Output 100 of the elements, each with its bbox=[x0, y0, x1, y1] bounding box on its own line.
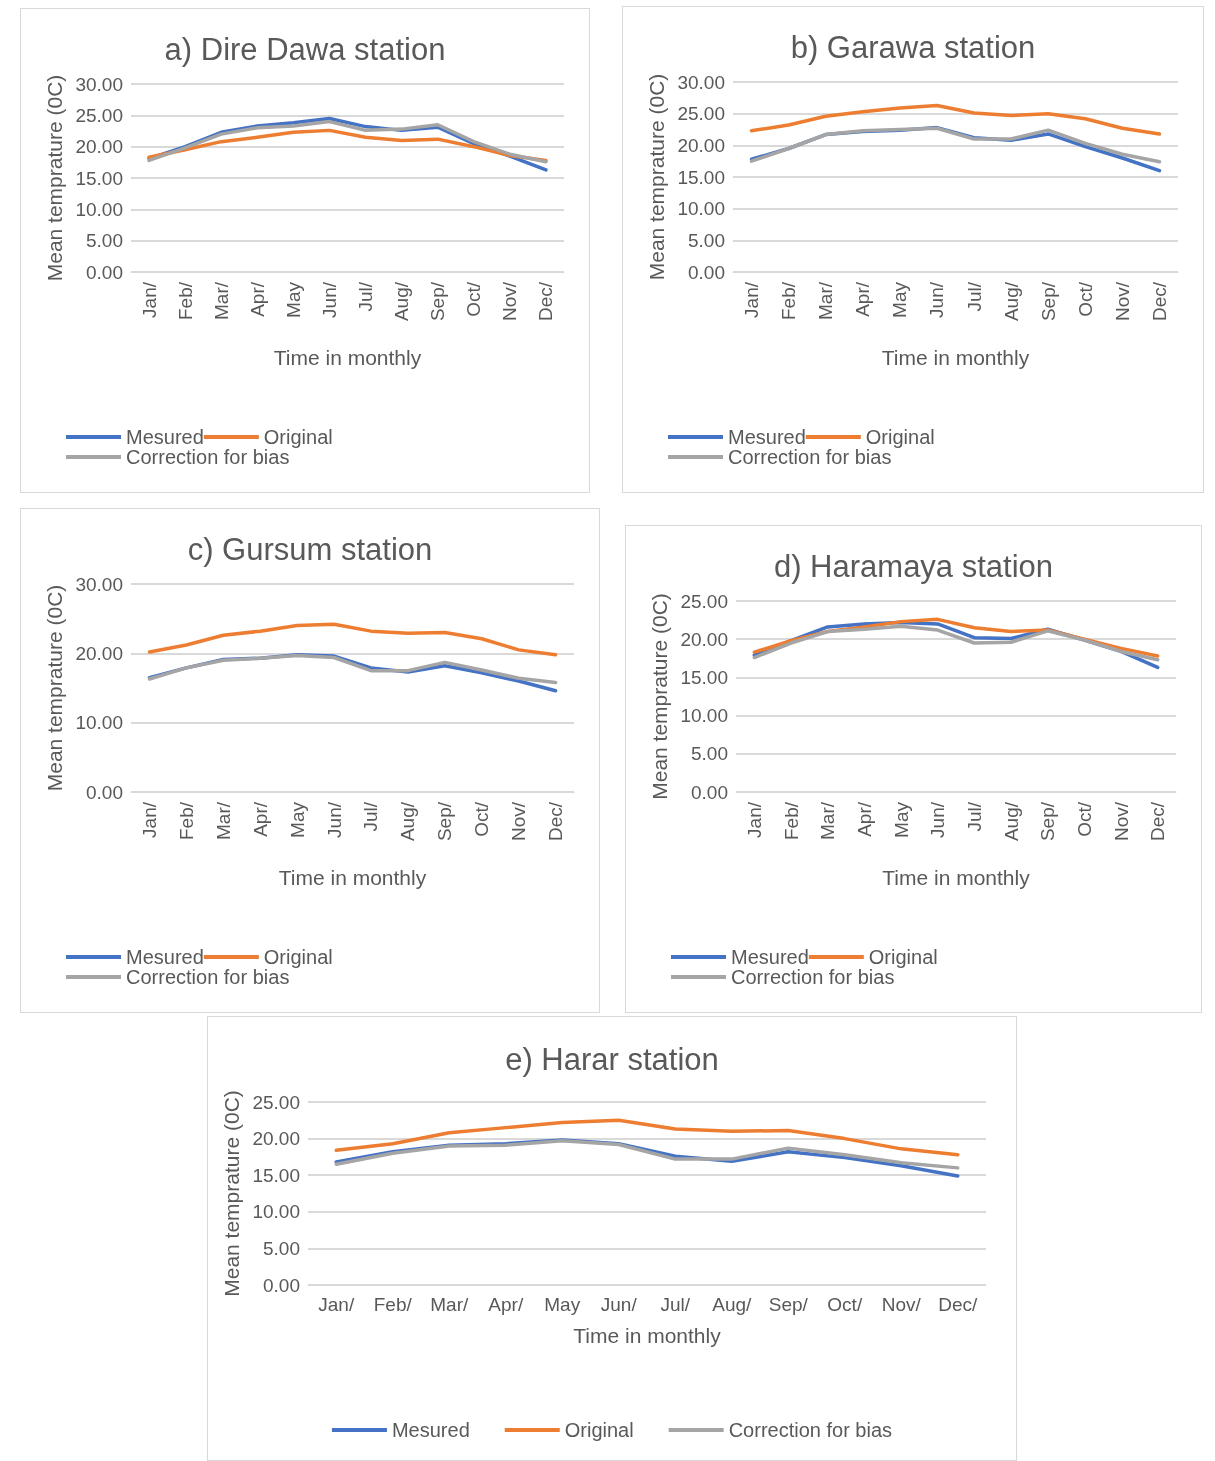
x-tick-label: Dec/ bbox=[535, 281, 557, 322]
legend-label: Correction for bias bbox=[728, 446, 892, 468]
legend-label: Mesured bbox=[126, 946, 204, 968]
x-tick-label: Apr/ bbox=[246, 281, 268, 317]
x-tick-label: Oct/ bbox=[827, 1294, 863, 1315]
y-tick-label: 25.00 bbox=[677, 103, 725, 125]
legend-label: Mesured bbox=[731, 946, 809, 968]
x-tick-label: May bbox=[286, 801, 308, 838]
y-tick-label: 0.00 bbox=[263, 1274, 300, 1296]
x-tick-label: Jan/ bbox=[138, 281, 160, 318]
legend-label: Correction for bias bbox=[731, 966, 895, 988]
x-tick-label: Apr/ bbox=[249, 801, 271, 837]
x-tick-label: Jan/ bbox=[743, 801, 765, 838]
x-tick-label: Aug/ bbox=[397, 801, 419, 842]
y-tick-label: 20.00 bbox=[680, 628, 728, 650]
y-tick-label: 0.00 bbox=[691, 781, 728, 803]
x-tick-label: Sep/ bbox=[768, 1294, 809, 1315]
x-tick-label: Dec/ bbox=[938, 1294, 978, 1315]
y-tick-label: 30.00 bbox=[75, 573, 123, 595]
y-axis-title: Mean temprature (0C) bbox=[219, 1090, 243, 1297]
x-axis-title: Time in monthly bbox=[573, 1324, 722, 1347]
x-tick-label: Feb/ bbox=[373, 1294, 413, 1315]
x-tick-label: Jan/ bbox=[741, 281, 763, 318]
x-tick-label: Sep/ bbox=[1037, 801, 1059, 842]
x-axis-title: Time in monthly bbox=[273, 346, 422, 369]
chart-title: c) Gursum station bbox=[187, 532, 433, 567]
legend-label: Original bbox=[263, 946, 333, 968]
y-axis-title: Mean temprature (0C) bbox=[644, 73, 668, 281]
x-tick-label: May bbox=[889, 281, 911, 318]
x-tick-label: Aug/ bbox=[391, 281, 413, 322]
x-tick-label: Feb/ bbox=[780, 801, 802, 841]
x-tick-label: Nov/ bbox=[499, 281, 521, 322]
y-tick-label: 20.00 bbox=[677, 134, 725, 156]
y-tick-label: 20.00 bbox=[75, 642, 123, 664]
x-tick-label: Oct/ bbox=[471, 801, 493, 837]
y-tick-label: 30.00 bbox=[677, 71, 725, 93]
x-tick-label: Apr/ bbox=[852, 281, 874, 317]
y-tick-label: 0.00 bbox=[86, 261, 123, 283]
x-tick-label: Mar/ bbox=[815, 281, 837, 320]
x-axis-title: Time in monthly bbox=[882, 866, 1031, 889]
legend-label: Original bbox=[865, 426, 935, 448]
x-tick-label: Jul/ bbox=[355, 281, 377, 312]
x-tick-label: Sep/ bbox=[1037, 281, 1059, 322]
legend-label: Mesured bbox=[126, 426, 204, 448]
y-tick-label: 25.00 bbox=[680, 590, 728, 612]
y-tick-label: 5.00 bbox=[691, 743, 728, 765]
x-tick-label: Nov/ bbox=[1111, 281, 1133, 322]
x-tick-label: Jul/ bbox=[360, 801, 382, 832]
legend-label: Correction for bias bbox=[728, 1419, 893, 1441]
x-tick-label: Feb/ bbox=[174, 281, 196, 321]
x-tick-label: Oct/ bbox=[1074, 281, 1096, 317]
y-tick-label: 0.00 bbox=[688, 261, 725, 283]
x-tick-label: Jul/ bbox=[963, 281, 985, 312]
x-tick-label: Feb/ bbox=[778, 281, 800, 321]
x-tick-label: Jun/ bbox=[926, 281, 948, 318]
legend-label: Correction for bias bbox=[126, 446, 290, 468]
x-tick-label: Jun/ bbox=[323, 801, 345, 838]
y-tick-label: 5.00 bbox=[263, 1237, 300, 1259]
x-tick-label: Aug/ bbox=[1000, 801, 1022, 842]
y-tick-label: 25.00 bbox=[252, 1091, 300, 1113]
x-tick-label: Dec/ bbox=[1148, 281, 1170, 322]
x-tick-label: Feb/ bbox=[175, 801, 197, 841]
x-tick-label: Sep/ bbox=[427, 281, 449, 322]
y-tick-label: 10.00 bbox=[680, 705, 728, 727]
x-tick-label: Jun/ bbox=[600, 1294, 638, 1315]
x-tick-label: May bbox=[544, 1294, 581, 1315]
x-tick-label: Jun/ bbox=[318, 281, 340, 318]
y-tick-label: 10.00 bbox=[75, 712, 123, 734]
y-axis-title: Mean temprature (0C) bbox=[42, 74, 66, 282]
chart-title: d) Haramaya station bbox=[773, 549, 1054, 584]
x-tick-label: Mar/ bbox=[430, 1294, 469, 1315]
legend-label: Mesured bbox=[391, 1419, 470, 1441]
y-tick-label: 15.00 bbox=[680, 666, 728, 688]
y-tick-label: 25.00 bbox=[75, 104, 123, 126]
y-tick-label: 30.00 bbox=[75, 73, 123, 95]
legend-label: Mesured bbox=[728, 426, 806, 448]
y-tick-label: 15.00 bbox=[677, 166, 725, 188]
x-tick-label: Mar/ bbox=[210, 281, 232, 320]
x-tick-label: Oct/ bbox=[1073, 801, 1095, 837]
x-tick-label: Jul/ bbox=[660, 1294, 691, 1315]
x-axis-title: Time in monthly bbox=[881, 346, 1030, 369]
y-tick-label: 20.00 bbox=[75, 136, 123, 158]
legend-label: Original bbox=[564, 1419, 634, 1441]
y-tick-label: 20.00 bbox=[252, 1128, 300, 1150]
x-tick-label: Jan/ bbox=[318, 1294, 355, 1315]
x-tick-label: Apr/ bbox=[853, 801, 875, 837]
x-tick-label: Apr/ bbox=[488, 1294, 524, 1315]
y-tick-label: 10.00 bbox=[75, 198, 123, 220]
y-tick-label: 0.00 bbox=[86, 781, 123, 803]
legend-label: Original bbox=[868, 946, 938, 968]
y-tick-label: 10.00 bbox=[677, 198, 725, 220]
x-tick-label: Dec/ bbox=[1147, 801, 1169, 842]
y-tick-label: 5.00 bbox=[86, 230, 123, 252]
legend-label: Original bbox=[263, 426, 333, 448]
y-axis-title: Mean temprature (0C) bbox=[647, 593, 671, 800]
x-tick-label: Jan/ bbox=[138, 801, 160, 838]
legend-label: Correction for bias bbox=[126, 966, 290, 988]
x-tick-label: Mar/ bbox=[817, 801, 839, 840]
x-tick-label: Jun/ bbox=[927, 801, 949, 838]
x-tick-label: Aug/ bbox=[712, 1294, 753, 1315]
